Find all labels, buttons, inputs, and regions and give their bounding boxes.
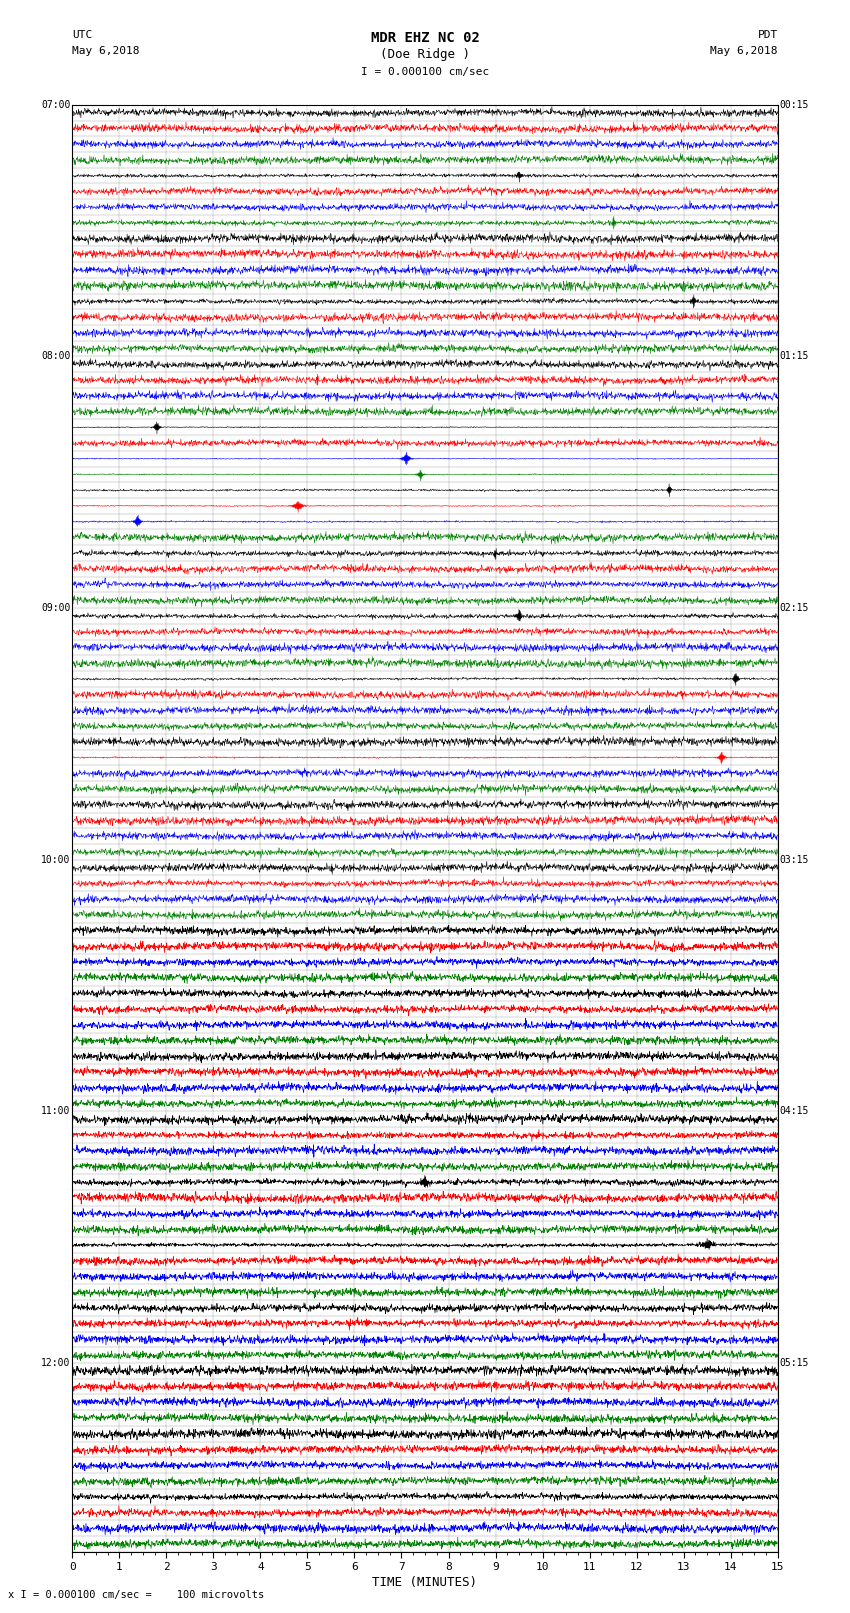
Text: UTC: UTC xyxy=(72,31,93,40)
Text: MDR EHZ NC 02: MDR EHZ NC 02 xyxy=(371,31,479,45)
Text: 08:00: 08:00 xyxy=(41,352,71,361)
Text: (Doe Ridge ): (Doe Ridge ) xyxy=(380,48,470,61)
Text: PDT: PDT xyxy=(757,31,778,40)
Text: 02:15: 02:15 xyxy=(779,603,809,613)
Text: 00:15: 00:15 xyxy=(779,100,809,110)
Text: 07:00: 07:00 xyxy=(41,100,71,110)
Text: 01:15: 01:15 xyxy=(779,352,809,361)
Text: May 6,2018: May 6,2018 xyxy=(72,47,139,56)
Text: 09:00: 09:00 xyxy=(41,603,71,613)
Text: 10:00: 10:00 xyxy=(41,855,71,865)
Text: I = 0.000100 cm/sec: I = 0.000100 cm/sec xyxy=(361,68,489,77)
X-axis label: TIME (MINUTES): TIME (MINUTES) xyxy=(372,1576,478,1589)
Text: May 6,2018: May 6,2018 xyxy=(711,47,778,56)
Text: 04:15: 04:15 xyxy=(779,1107,809,1116)
Text: x I = 0.000100 cm/sec =    100 microvolts: x I = 0.000100 cm/sec = 100 microvolts xyxy=(8,1590,264,1600)
Text: 03:15: 03:15 xyxy=(779,855,809,865)
Text: 11:00: 11:00 xyxy=(41,1107,71,1116)
Text: 05:15: 05:15 xyxy=(779,1358,809,1368)
Text: 12:00: 12:00 xyxy=(41,1358,71,1368)
